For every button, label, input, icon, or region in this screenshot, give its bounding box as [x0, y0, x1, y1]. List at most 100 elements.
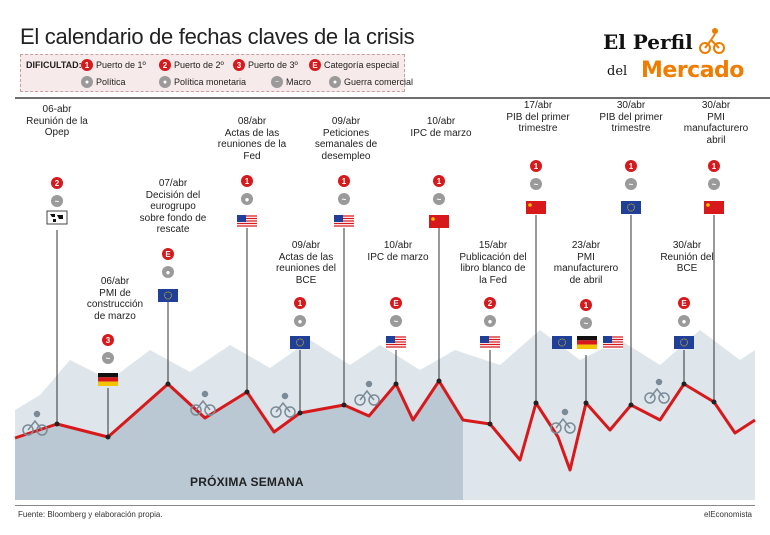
red-circle-1-icon: 1	[81, 59, 93, 71]
logo-line1: El Perfil	[603, 30, 693, 54]
flag-de	[98, 373, 118, 386]
badge-15-abr: 2●	[484, 297, 496, 327]
svg-text:~: ~	[437, 195, 442, 204]
flag-eu	[621, 201, 641, 214]
legend-label: DIFICULTAD:	[26, 60, 82, 70]
badge-09-abr-desempleo: 1~	[338, 175, 350, 205]
svg-text:●: ●	[298, 317, 303, 326]
svg-text:1: 1	[712, 162, 717, 171]
event-23-abr: 23/abr PMI manufacturero de abril	[553, 240, 619, 286]
trade-war-icon: ●	[329, 76, 341, 88]
next-week-ground	[15, 438, 463, 500]
footer-divider	[15, 505, 755, 506]
flag-us	[603, 336, 623, 349]
badge-30-abr-pmi: 1~	[708, 160, 720, 190]
svg-text:~: ~	[106, 354, 111, 363]
svg-text:●: ●	[166, 268, 171, 277]
svg-text:~: ~	[712, 180, 717, 189]
event-17-abr: 17/abr PIB del primer trimestre	[506, 100, 570, 134]
flag-eu	[158, 289, 178, 302]
badge-10-abr-cn: 1~	[433, 175, 445, 205]
red-circle-e-icon: E	[309, 59, 321, 71]
legend-box: DIFICULTAD: 1 Puerto de 1º 2 Puerto de 2º …	[20, 54, 413, 92]
red-circle-3-icon: 3	[233, 59, 245, 71]
badge-30-abr-pib: 1~	[625, 160, 637, 190]
cyclist-icon	[550, 408, 576, 434]
event-06-abr-pmi: 06/abr PMI de construcción de marzo	[86, 276, 144, 322]
cyclist-icon	[22, 410, 48, 436]
event-15-abr: 15/abr Publicación del libro blanco de la F…	[459, 240, 527, 286]
badge-06-abr-opep: 2~	[51, 177, 63, 207]
cyclist-icon	[644, 378, 670, 404]
svg-text:●: ●	[682, 317, 687, 326]
svg-text:1: 1	[245, 177, 250, 186]
flag-us	[334, 215, 354, 228]
svg-text:~: ~	[55, 197, 60, 206]
stems	[56, 215, 715, 437]
flag-eu	[290, 336, 310, 349]
legend-item-puerto-2: 2 Puerto de 2º	[159, 59, 224, 71]
event-09-abr-desempleo: 09/abr Peticiones semanales de desempleo	[314, 116, 378, 162]
badge-06-abr-pmi: 3~	[102, 334, 114, 364]
flag-eu	[674, 336, 694, 349]
svg-text:~: ~	[342, 195, 347, 204]
badge-10-abr-us: E~	[390, 297, 402, 327]
cyclist-icon	[270, 392, 296, 418]
svg-text:E: E	[681, 299, 687, 308]
badge-30-abr-bce: E●	[678, 297, 690, 327]
event-07-abr: 07/abr Decisión del eurogrupo sobre fondo d…	[139, 178, 207, 235]
legend-item-puerto-1: 1 Puerto de 1º	[81, 59, 146, 71]
cyclists	[22, 378, 670, 436]
event-30-abr-bce: 30/abr Reunión del BCE	[660, 240, 714, 274]
svg-text:3: 3	[106, 336, 111, 345]
logo-line2: del	[607, 64, 628, 79]
event-30-abr-pmi: 30/abr PMI manufacturero abril	[683, 100, 749, 146]
flag-us	[386, 336, 406, 349]
event-06-abr-opep: 06-abr Reunión de la Opep	[26, 104, 88, 138]
route-line	[14, 379, 756, 472]
logo: El Perfil del Mercado	[597, 22, 757, 92]
svg-text:~: ~	[534, 180, 539, 189]
cyclist-icon	[190, 390, 216, 416]
svg-text:~: ~	[629, 180, 634, 189]
flag-us	[237, 215, 257, 228]
brand-credit: elEconomista	[703, 510, 752, 519]
svg-text:2: 2	[55, 179, 60, 188]
svg-text:1: 1	[629, 162, 634, 171]
event-30-abr-pib: 30/abr PIB del primer trimestre	[599, 100, 663, 134]
svg-text:1: 1	[298, 299, 303, 308]
top-divider	[15, 97, 770, 99]
event-08-abr: 08/abr Actas de las reuniones de la Fed	[217, 116, 287, 162]
svg-text:E: E	[165, 250, 171, 259]
red-circle-2-icon: 2	[159, 59, 171, 71]
legend-item-puerto-3: 3 Puerto de 3º	[233, 59, 298, 71]
badge-09-abr-bce: 1●	[294, 297, 306, 327]
flags	[46, 201, 724, 386]
macro-icon: ~	[271, 76, 283, 88]
event-09-abr-bce: 09/abr Actas de las reuniones del BCE	[275, 240, 337, 286]
event-10-abr-us: 10/abr IPC de marzo	[367, 240, 429, 263]
flag-cn	[429, 215, 449, 228]
svg-text:1: 1	[437, 177, 442, 186]
legend-item-macro: ~ Macro	[271, 76, 311, 88]
badge-08-abr: 1●	[241, 175, 253, 205]
svg-text:~: ~	[394, 317, 399, 326]
cyclist-icon	[354, 380, 380, 406]
logo-line3: Mercado	[641, 58, 744, 83]
legend-item-politica-monetaria: ● Política monetaria	[159, 76, 246, 88]
svg-text:●: ●	[488, 317, 493, 326]
svg-text:●: ●	[245, 195, 250, 204]
badges: 2~ 3~ E● 1● 1● 1~ E~ 1~ 2● 1~ 1~ 1~ E● 1…	[51, 160, 720, 364]
event-10-abr-cn: 10/abr IPC de marzo	[410, 116, 472, 139]
flag-us	[480, 336, 500, 349]
politics-icon: ●	[81, 76, 93, 88]
svg-text:1: 1	[584, 301, 589, 310]
badge-23-abr: 1~	[580, 299, 592, 329]
cyclist-icon	[699, 28, 725, 54]
legend-item-politica: ● Política	[81, 76, 126, 88]
flag-world	[46, 210, 68, 225]
flag-cn	[526, 201, 546, 214]
badge-07-abr: E●	[162, 248, 174, 278]
flag-de	[577, 336, 597, 349]
